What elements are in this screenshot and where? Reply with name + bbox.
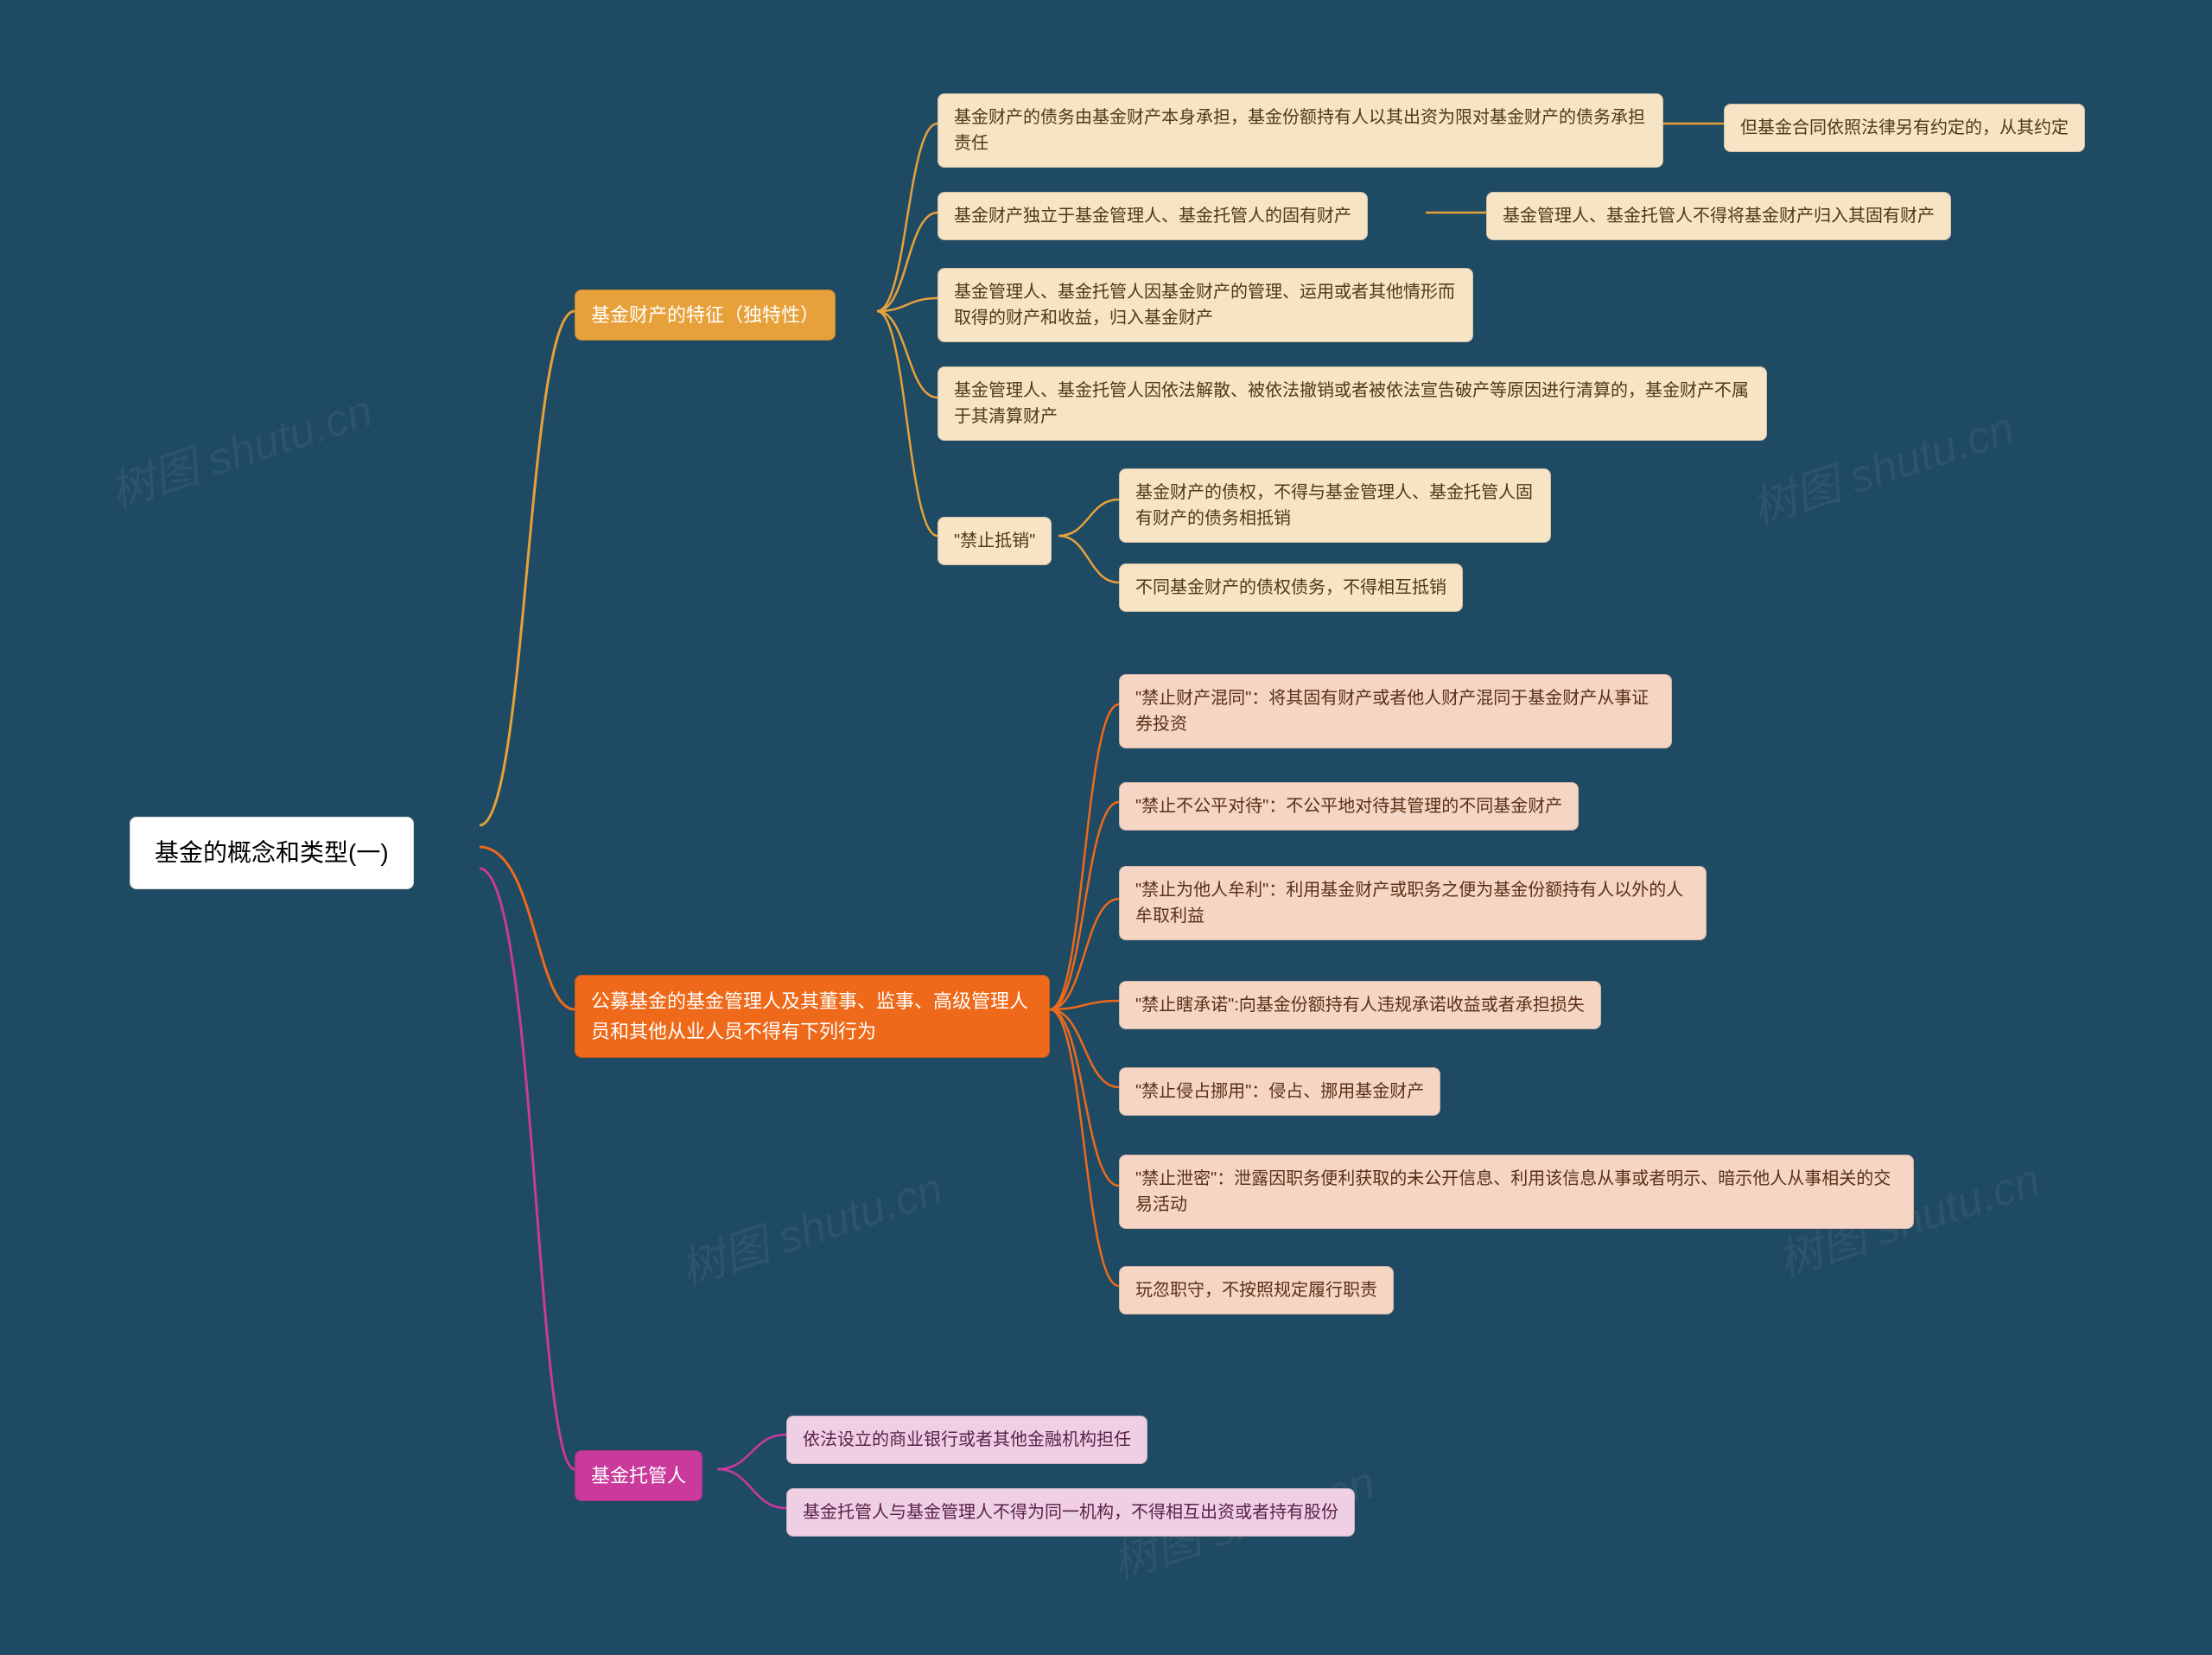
b1-n1-sub: 但基金合同依照法律另有约定的，从其约定 [1724, 104, 2085, 152]
watermark: 树图 shutu.cn [1742, 391, 2021, 538]
watermark: 树图 shutu.cn [100, 374, 379, 520]
b3-n2: 基金托管人与基金管理人不得为同一机构，不得相互出资或者持有股份 [786, 1488, 1355, 1537]
b2-n3-text: "禁止为他人牟利"：利用基金财产或职务之便为基金份额持有人以外的人牟取利益 [1135, 881, 1683, 926]
b3-n1-text: 依法设立的商业银行或者其他金融机构担任 [803, 1430, 1131, 1449]
b3-n2-text: 基金托管人与基金管理人不得为同一机构，不得相互出资或者持有股份 [803, 1503, 1338, 1522]
b1-n5-s2-text: 不同基金财产的债权债务，不得相互抵销 [1135, 578, 1446, 597]
b1-n5-s1: 基金财产的债权，不得与基金管理人、基金托管人固有财产的债务相抵销 [1119, 468, 1551, 543]
b2-n7: 玩忽职守，不按照规定履行职责 [1119, 1266, 1394, 1314]
b3-n1: 依法设立的商业银行或者其他金融机构担任 [786, 1416, 1147, 1464]
b2-n5: "禁止侵占挪用"：侵占、挪用基金财产 [1119, 1067, 1440, 1116]
b1-n2-text: 基金财产独立于基金管理人、基金托管人的固有财产 [954, 207, 1351, 226]
b2-n2: "禁止不公平对待"：不公平地对待其管理的不同基金财产 [1119, 782, 1579, 831]
b1-n5: "禁止抵销" [938, 517, 1052, 565]
b1-n3: 基金管理人、基金托管人因基金财产的管理、运用或者其他情形而取得的财产和收益，归入… [938, 268, 1473, 342]
b2-n2-text: "禁止不公平对待"：不公平地对待其管理的不同基金财产 [1135, 797, 1562, 816]
b1-n2: 基金财产独立于基金管理人、基金托管人的固有财产 [938, 192, 1368, 240]
branch-2: 公募基金的基金管理人及其董事、监事、高级管理人员和其他从业人员不得有下列行为 [575, 975, 1050, 1058]
b2-n6: "禁止泄密"：泄露因职务便利获取的未公开信息、利用该信息从事或者明示、暗示他人从… [1119, 1155, 1914, 1229]
b1-n3-text: 基金管理人、基金托管人因基金财产的管理、运用或者其他情形而取得的财产和收益，归入… [954, 283, 1455, 328]
b1-n1-sub-text: 但基金合同依照法律另有约定的，从其约定 [1740, 118, 2069, 137]
b1-n2-sub-text: 基金管理人、基金托管人不得将基金财产归入其固有财产 [1503, 207, 1935, 226]
b2-n5-text: "禁止侵占挪用"：侵占、挪用基金财产 [1135, 1082, 1424, 1101]
b1-n5-s1-text: 基金财产的债权，不得与基金管理人、基金托管人固有财产的债务相抵销 [1135, 483, 1533, 528]
b1-n4-text: 基金管理人、基金托管人因依法解散、被依法撤销或者被依法宣告破产等原因进行清算的，… [954, 381, 1749, 426]
b1-n2-sub: 基金管理人、基金托管人不得将基金财产归入其固有财产 [1486, 192, 1951, 240]
b1-n5-s2: 不同基金财产的债权债务，不得相互抵销 [1119, 563, 1463, 612]
root-node: 基金的概念和类型(一) [130, 817, 414, 889]
b1-n1: 基金财产的债务由基金财产本身承担，基金份额持有人以其出资为限对基金财产的债务承担… [938, 93, 1663, 168]
b2-n1: "禁止财产混同"：将其固有财产或者他人财产混同于基金财产从事证券投资 [1119, 674, 1672, 748]
branch-1-label: 基金财产的特征（独特性） [591, 304, 819, 326]
b1-n1-text: 基金财产的债务由基金财产本身承担，基金份额持有人以其出资为限对基金财产的债务承担… [954, 108, 1645, 153]
b1-n5-text: "禁止抵销" [954, 532, 1035, 551]
b2-n4-text: "禁止瞎承诺":向基金份额持有人违规承诺收益或者承担损失 [1135, 996, 1585, 1015]
watermark: 树图 shutu.cn [671, 1152, 950, 1298]
b2-n1-text: "禁止财产混同"：将其固有财产或者他人财产混同于基金财产从事证券投资 [1135, 689, 1649, 734]
b2-n3: "禁止为他人牟利"：利用基金财产或职务之便为基金份额持有人以外的人牟取利益 [1119, 866, 1707, 940]
branch-3: 基金托管人 [575, 1450, 702, 1501]
branch-2-label: 公募基金的基金管理人及其董事、监事、高级管理人员和其他从业人员不得有下列行为 [591, 990, 1028, 1042]
branch-1: 基金财产的特征（独特性） [575, 290, 836, 341]
b1-n4: 基金管理人、基金托管人因依法解散、被依法撤销或者被依法宣告破产等原因进行清算的，… [938, 366, 1767, 441]
branch-3-label: 基金托管人 [591, 1465, 686, 1486]
b2-n7-text: 玩忽职守，不按照规定履行职责 [1135, 1281, 1377, 1300]
b2-n6-text: "禁止泄密"：泄露因职务便利获取的未公开信息、利用该信息从事或者明示、暗示他人从… [1135, 1169, 1891, 1214]
b2-n4: "禁止瞎承诺":向基金份额持有人违规承诺收益或者承担损失 [1119, 981, 1601, 1029]
root-label: 基金的概念和类型(一) [155, 839, 389, 866]
